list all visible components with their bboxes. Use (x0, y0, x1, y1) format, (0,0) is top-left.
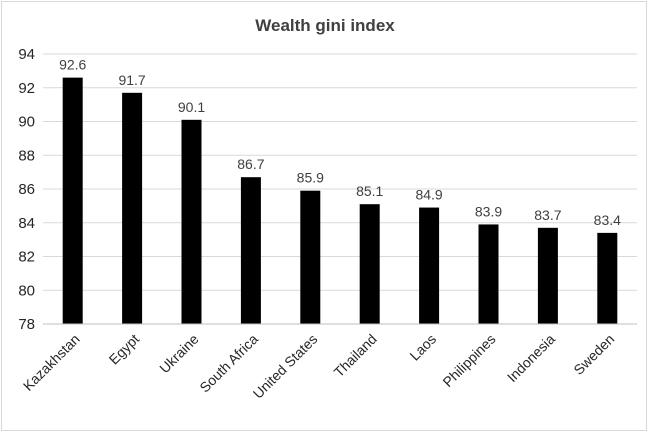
bar (300, 190, 321, 324)
y-tick-label: 90 (18, 114, 35, 131)
bar (478, 224, 499, 324)
y-tick-label: 78 (18, 316, 35, 333)
y-tick-label: 92 (18, 80, 35, 97)
y-tick-label: 84 (18, 215, 35, 232)
bar (240, 177, 261, 324)
data-label: 85.9 (297, 170, 324, 186)
data-label: 92.6 (59, 57, 86, 73)
data-labels: 92.6 91.7 90.1 86.7 85.9 85.1 84.9 83.9 83.7 83.4 (59, 57, 621, 228)
bar (181, 119, 202, 324)
data-label: 83.9 (475, 203, 502, 219)
chart-title: Wealth gini index (255, 16, 395, 35)
x-tick-label: Egypt (106, 331, 143, 368)
data-label: 90.1 (178, 99, 205, 115)
bar (62, 77, 83, 324)
bar (537, 227, 558, 324)
data-label: 83.4 (594, 212, 621, 228)
y-tick-label: 80 (18, 282, 35, 299)
y-tick-label: 88 (18, 147, 35, 164)
x-tick-label: Kazakhstan (20, 331, 83, 394)
y-axis-tick-labels: 78 80 82 84 86 88 90 92 94 (18, 46, 35, 333)
x-tick-label: Sweden (570, 331, 617, 378)
x-tick-label: Indonesia (504, 331, 558, 385)
data-label: 86.7 (237, 156, 264, 172)
y-tick-label: 82 (18, 249, 35, 266)
bar (122, 92, 143, 324)
x-tick-label: Philippines (439, 331, 498, 390)
y-tick-label: 94 (18, 46, 35, 63)
bar (359, 204, 380, 324)
x-tick-label: Laos (406, 331, 439, 364)
data-label: 84.9 (415, 187, 442, 203)
data-label: 85.1 (356, 183, 383, 199)
data-label: 91.7 (118, 72, 145, 88)
bar (597, 232, 618, 324)
x-tick-label: Thailand (331, 331, 380, 380)
bars (62, 77, 618, 324)
data-label: 83.7 (534, 207, 561, 223)
x-tick-label: Ukraine (156, 331, 202, 377)
x-tick-label: South Africa (196, 331, 261, 396)
bar (419, 207, 440, 324)
y-tick-label: 86 (18, 181, 35, 198)
